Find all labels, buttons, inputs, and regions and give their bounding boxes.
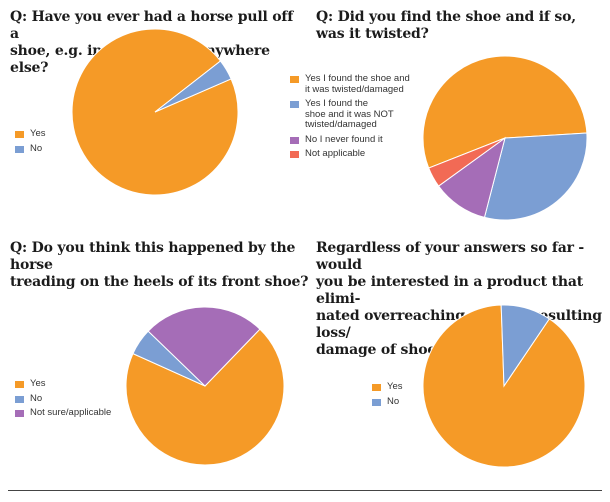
chart3-title: Q: Do you think this happened by the hor… xyxy=(10,240,310,291)
legend-swatch xyxy=(290,76,299,83)
chart2-legend-not-applicable: Not applicable xyxy=(290,148,410,160)
chart1-title-line1: Q: Have you ever had a horse pull off a xyxy=(10,9,294,42)
chart1-legend: Yes No xyxy=(15,128,75,158)
chart2-legend-twisted: Yes I found the shoe and it was twisted/d… xyxy=(290,73,410,95)
legend-swatch xyxy=(290,136,299,144)
chart3-legend-no: No xyxy=(15,393,125,405)
pie-slice-3 xyxy=(147,306,261,387)
chart3-legend: Yes No Not sure/applicable xyxy=(15,378,125,423)
chart2-legend-not-twisted: Yes I found the shoe and it was NOT twiste… xyxy=(290,98,410,131)
chart1-legend-yes: Yes xyxy=(15,128,75,140)
legend-swatch xyxy=(15,131,24,138)
chart4-legend-no: No xyxy=(372,396,432,408)
chart4-legend: Yes No xyxy=(372,381,432,411)
chart4-title-line1: Regardless of your answers so far - woul… xyxy=(316,240,585,273)
legend-swatch xyxy=(15,145,24,153)
legend-swatch xyxy=(372,384,381,391)
legend-swatch xyxy=(15,381,24,388)
chart2-legend-never-found: No I never found it xyxy=(290,134,410,146)
legend-swatch xyxy=(372,398,381,406)
legend-swatch xyxy=(15,410,24,417)
chart4-legend-yes: Yes xyxy=(372,381,432,393)
chart3-legend-not-sure: Not sure/applicable xyxy=(15,407,125,419)
bottom-rule xyxy=(8,490,602,491)
legend-swatch xyxy=(15,395,24,403)
pie-slice-1 xyxy=(422,55,588,169)
pie-slice-4 xyxy=(428,137,506,187)
chart1-legend-no: No xyxy=(15,143,75,155)
chart3-legend-yes: Yes xyxy=(15,378,125,390)
pie-slice-2 xyxy=(483,132,588,221)
chart2-legend: Yes I found the shoe and it was twisted/d… xyxy=(290,73,410,164)
chart2-title: Q: Did you find the shoe and if so, was … xyxy=(316,9,608,43)
chart4-title-line2: you be interested in a product that elim… xyxy=(316,274,584,307)
chart4-title-line4: damage of shoes? xyxy=(316,342,452,358)
chart4-title: Regardless of your answers so far - woul… xyxy=(316,240,608,359)
legend-swatch xyxy=(290,101,299,108)
chart2-title-line1: Q: Did you find the shoe and if so, was … xyxy=(316,9,576,42)
legend-swatch xyxy=(290,151,299,158)
pie-slice-2 xyxy=(154,60,232,113)
pie-slice-1 xyxy=(125,328,285,466)
chart3-title-line1: Q: Do you think this happened by the hor… xyxy=(10,240,296,273)
chart3-title-line2: treading on the heels of its front shoe? xyxy=(10,274,309,290)
pie-slice-2 xyxy=(500,304,550,388)
